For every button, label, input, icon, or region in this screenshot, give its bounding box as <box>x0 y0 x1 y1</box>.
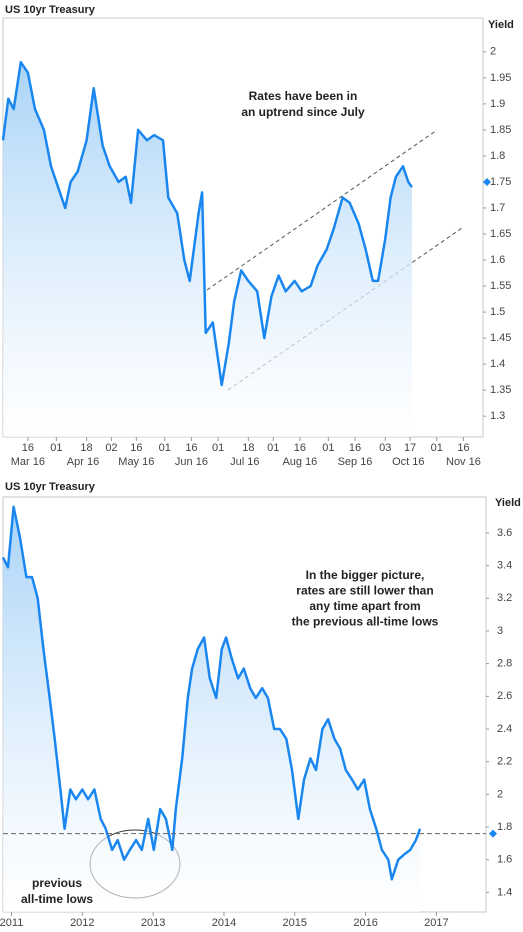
month-label: Oct 16 <box>392 456 424 468</box>
y-tick-label: 1.3 <box>490 410 505 422</box>
chart-title: US 10yr Treasury <box>5 4 96 16</box>
current-marker <box>489 829 497 838</box>
x-tick-label: 01 <box>212 442 224 454</box>
y-tick-label: 1.35 <box>490 384 511 396</box>
month-label: Aug 16 <box>282 456 317 468</box>
y-tick-label: 2 <box>497 788 503 800</box>
chart-title: US 10yr Treasury <box>5 481 96 493</box>
callout: previous <box>32 876 82 890</box>
y-tick-label: 1.45 <box>490 332 511 344</box>
annotation: any time apart from <box>309 599 420 613</box>
current-marker <box>483 177 491 186</box>
x-tick-label: 2011 <box>0 917 23 929</box>
annotation: an uptrend since July <box>241 105 365 119</box>
x-tick-label: 02 <box>105 442 117 454</box>
y-tick-label: 2.2 <box>497 756 512 768</box>
month-label: Jul 16 <box>230 456 259 468</box>
x-tick-label: 2015 <box>283 917 307 929</box>
x-tick-label: 01 <box>267 442 279 454</box>
month-label: Nov 16 <box>446 456 481 468</box>
x-tick-label: 01 <box>50 442 62 454</box>
x-tick-label: 01 <box>159 442 171 454</box>
x-tick-label: 2013 <box>141 917 165 929</box>
x-tick-label: 16 <box>294 442 306 454</box>
callout: all-time lows <box>21 892 93 906</box>
y-tick-label: 1.7 <box>490 202 505 214</box>
month-label: Sep 16 <box>338 456 373 468</box>
y-tick-label: 1.95 <box>490 72 511 84</box>
x-tick-label: 18 <box>242 442 254 454</box>
x-tick-label: 2017 <box>424 917 448 929</box>
month-label: Mar 16 <box>11 456 45 468</box>
y-tick-label: 1.85 <box>490 124 511 136</box>
annotation: Rates have been in <box>249 89 358 103</box>
annotation: the previous all-time lows <box>292 615 439 629</box>
y-tick-label: 3.4 <box>497 560 512 572</box>
x-tick-label: 01 <box>322 442 334 454</box>
y-tick-label: 1.6 <box>497 854 512 866</box>
y-tick-label: 1.8 <box>497 821 512 833</box>
line <box>1 60 413 387</box>
x-tick-label: 16 <box>130 442 142 454</box>
y-tick-label: 1.6 <box>490 254 505 266</box>
annotation: In the bigger picture, <box>306 568 425 582</box>
line <box>1 505 422 881</box>
x-tick-label: 18 <box>80 442 92 454</box>
month-label: Apr 16 <box>67 456 99 468</box>
x-tick-label: 2012 <box>70 917 94 929</box>
x-tick-label: 2016 <box>353 917 377 929</box>
y-tick-label: 2.6 <box>497 690 512 702</box>
x-tick-label: 16 <box>457 442 469 454</box>
x-tick-label: 01 <box>431 442 443 454</box>
x-tick-label: 16 <box>185 442 197 454</box>
y-tick-label: 2 <box>490 46 496 58</box>
annotation: rates are still lower than <box>296 584 433 598</box>
y-tick-label: 3.2 <box>497 592 512 604</box>
month-label: May 16 <box>118 456 154 468</box>
x-tick-label: 16 <box>22 442 34 454</box>
y-axis-label: Yield <box>488 19 514 31</box>
x-tick-label: 16 <box>349 442 361 454</box>
x-tick-label: 2014 <box>212 917 236 929</box>
y-tick-label: 2.4 <box>497 723 512 735</box>
y-axis-label: Yield <box>495 497 521 509</box>
y-tick-label: 1.55 <box>490 280 511 292</box>
y-tick-label: 1.8 <box>490 150 505 162</box>
y-tick-label: 3.6 <box>497 527 512 539</box>
y-tick-label: 2.8 <box>497 658 512 670</box>
trend-channel-upper <box>206 129 438 291</box>
y-tick-label: 1.65 <box>490 228 511 240</box>
month-label: Jun 16 <box>175 456 208 468</box>
x-tick-label: 17 <box>404 442 416 454</box>
y-tick-label: 1.4 <box>490 358 505 370</box>
y-tick-label: 1.9 <box>490 98 505 110</box>
y-tick-label: 3 <box>497 625 503 637</box>
area <box>3 506 421 912</box>
x-tick-label: 03 <box>379 442 391 454</box>
y-tick-label: 1.5 <box>490 306 505 318</box>
y-tick-label: 1.75 <box>490 176 511 188</box>
y-tick-label: 1.4 <box>497 886 512 898</box>
